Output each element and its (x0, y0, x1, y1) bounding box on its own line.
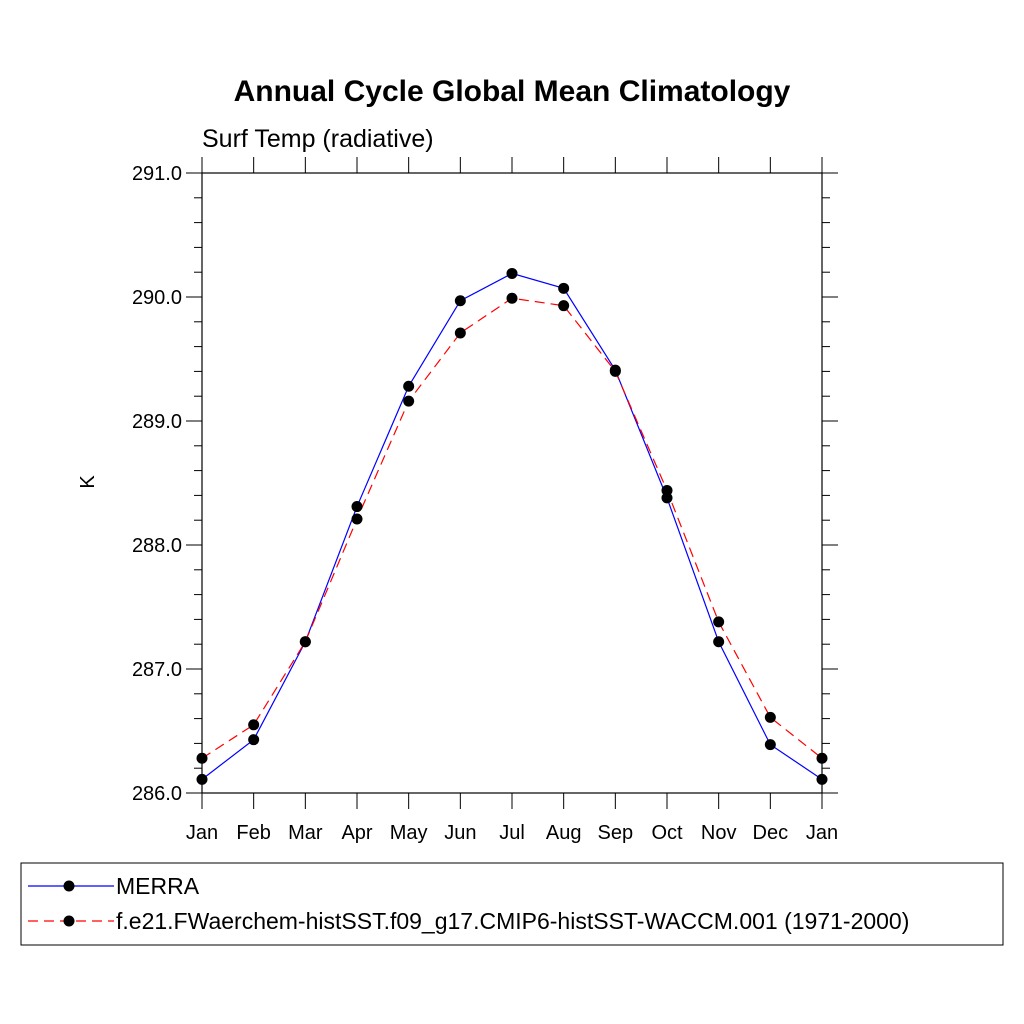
y-tick-label: 288.0 (132, 535, 182, 557)
legend-label-merra: MERRA (116, 873, 200, 899)
legend-entry-merra: MERRA (28, 873, 200, 899)
y-axis-label: K (77, 475, 99, 489)
series-1-point (764, 711, 776, 723)
x-tick-label: Oct (651, 822, 683, 844)
x-tick-label: Feb (236, 822, 270, 844)
x-tick-label: May (390, 822, 428, 844)
x-tick-label: Jan (186, 822, 218, 844)
axis-ticks (186, 157, 838, 809)
series-1-point (403, 395, 415, 407)
y-tick-label: 287.0 (132, 659, 182, 681)
series-0-point (506, 267, 518, 279)
y-tick-label: 291.0 (132, 163, 182, 185)
series-1-point (661, 484, 673, 496)
series-0-point (248, 734, 260, 746)
series-1-point (558, 300, 570, 312)
series-1-point (248, 719, 260, 731)
series-line-0 (201, 272, 823, 780)
plot-frame (201, 172, 823, 794)
legend-label-waccm: f.e21.FWaerchem-histSST.f09_g17.CMIP6-hi… (116, 908, 909, 934)
x-tick-label: Dec (753, 822, 789, 844)
y-tick-label: 289.0 (132, 411, 182, 433)
y-tick-labels: 286.0 287.0 288.0 289.0 290.0 291.0 (132, 163, 182, 805)
series-1-point (609, 365, 621, 377)
series-1-point (713, 616, 725, 628)
x-tick-label: Aug (546, 822, 582, 844)
x-tick-label: Nov (701, 822, 737, 844)
series-0-point (454, 295, 466, 307)
series-0-point (558, 282, 570, 294)
x-tick-label: Jun (444, 822, 476, 844)
chart-title: Annual Cycle Global Mean Climatology (234, 75, 791, 108)
legend-marker-waccm (63, 915, 75, 927)
series-1-point (454, 327, 466, 339)
series-line-1 (201, 297, 823, 759)
x-tick-label: Sep (598, 822, 634, 844)
legend-marker-merra (63, 880, 75, 892)
x-tick-label: Apr (341, 822, 372, 844)
x-tick-label: Jan (806, 822, 838, 844)
legend-entry-waccm: f.e21.FWaerchem-histSST.f09_g17.CMIP6-hi… (28, 908, 909, 934)
series-0-point (713, 636, 725, 648)
series-layer (196, 267, 828, 785)
x-tick-label: Jul (499, 822, 525, 844)
series-0-point (403, 380, 415, 392)
series-1-point (299, 636, 311, 648)
y-tick-label: 286.0 (132, 783, 182, 805)
series-1-point (351, 513, 363, 525)
series-0-point (351, 501, 363, 513)
y-tick-label: 290.0 (132, 287, 182, 309)
legend-box (20, 862, 1004, 946)
x-tick-labels: Jan Feb Mar Apr May Jun Jul Aug Sep Oct Nov Dec Jan (186, 822, 838, 844)
x-tick-label: Mar (288, 822, 323, 844)
series-0-point (764, 739, 776, 751)
chart-subtitle: Surf Temp (radiative) (202, 125, 434, 153)
legend: MERRA f.e21.FWaerchem-histSST.f09_g17.CM… (20, 862, 1004, 946)
series-1-point (506, 292, 518, 304)
